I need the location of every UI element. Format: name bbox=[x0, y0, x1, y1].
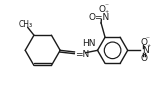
Text: O: O bbox=[140, 54, 147, 63]
Text: =N: =N bbox=[75, 50, 90, 59]
Text: ⁻: ⁻ bbox=[145, 35, 150, 44]
Text: O: O bbox=[140, 38, 147, 47]
Text: HN: HN bbox=[82, 39, 96, 48]
Text: N: N bbox=[142, 46, 149, 55]
Text: O=N: O=N bbox=[89, 13, 110, 22]
Text: ⁺: ⁺ bbox=[147, 43, 151, 52]
Text: CH₃: CH₃ bbox=[19, 20, 33, 29]
Text: ⁺: ⁺ bbox=[104, 9, 109, 18]
Text: O: O bbox=[98, 5, 105, 14]
Text: ⁻: ⁻ bbox=[105, 1, 109, 10]
